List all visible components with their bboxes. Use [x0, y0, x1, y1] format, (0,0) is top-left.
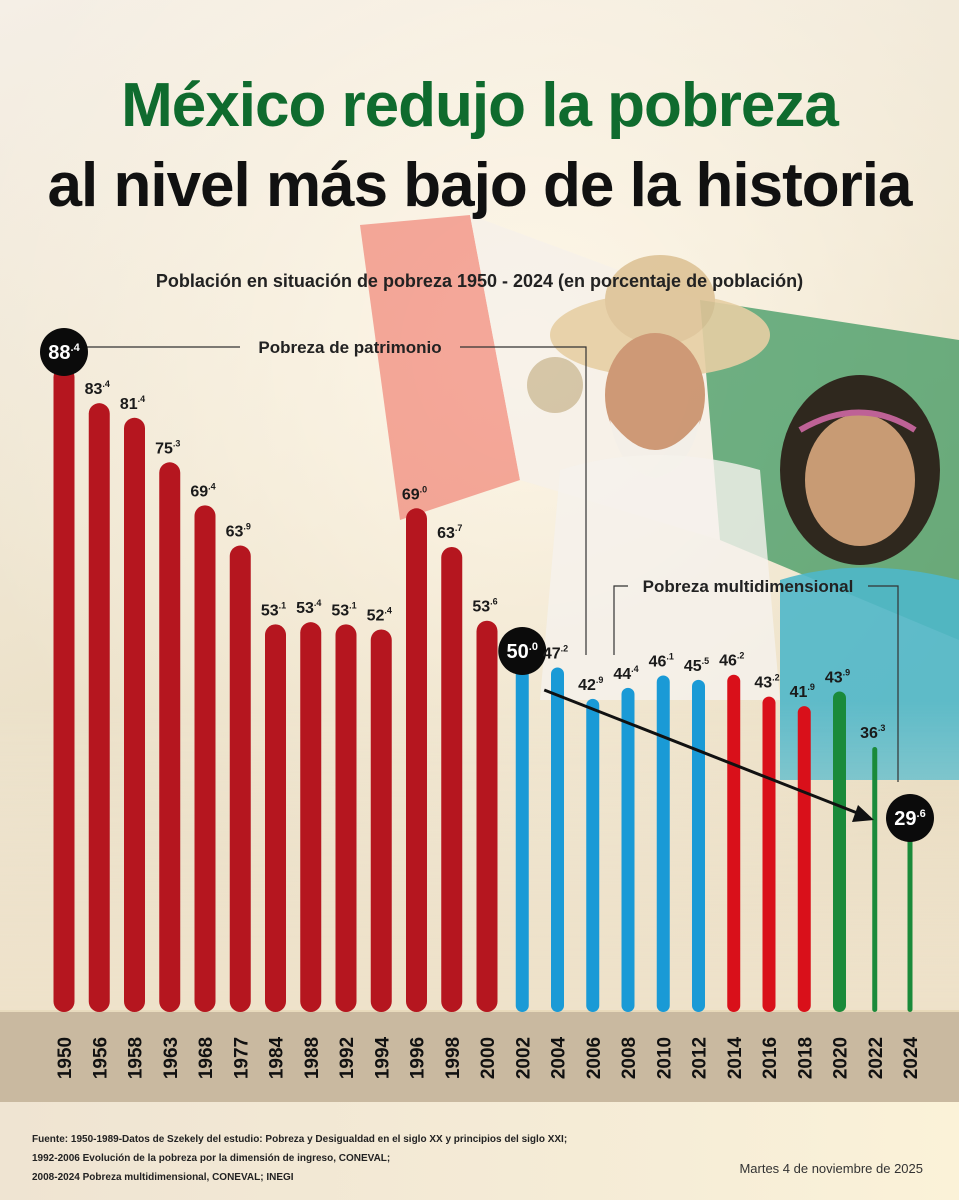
- annotation-patrimonio: Pobreza de patrimonio: [258, 338, 441, 357]
- x-tick-2022: 2022: [866, 1037, 887, 1079]
- bar-2024: [907, 795, 913, 1012]
- value-badge-2002: [498, 627, 547, 675]
- bar-2022: [872, 747, 878, 1012]
- value-label-2020: 43.9: [825, 668, 850, 687]
- bar-2004: [551, 667, 564, 1012]
- x-tick-2016: 2016: [760, 1037, 781, 1079]
- annotation-line-multi-right: [868, 585, 899, 782]
- value-label-2008: 44.4: [613, 664, 638, 683]
- value-label-2000: 53.6: [472, 597, 497, 616]
- source-line-3: 2008-2024 Pobreza multidimensional, CONE…: [32, 1172, 294, 1183]
- x-tick-2002: 2002: [513, 1037, 534, 1079]
- annotation-multidimensional: Pobreza multidimensional: [643, 577, 854, 596]
- x-tick-1994: 1994: [372, 1036, 393, 1079]
- x-tick-1956: 1956: [90, 1037, 111, 1079]
- x-tick-1958: 1958: [126, 1037, 147, 1079]
- value-label-1998: 63.7: [437, 523, 462, 542]
- x-tick-2024: 2024: [901, 1036, 922, 1079]
- x-tick-1996: 1996: [408, 1037, 429, 1079]
- trend-arrow-head: [852, 805, 874, 822]
- value-label-2018: 41.9: [790, 682, 815, 701]
- x-tick-2010: 2010: [654, 1037, 675, 1079]
- value-label-2024: 29.6: [894, 808, 925, 830]
- value-label-2006: 42.9: [578, 675, 603, 694]
- x-tick-1992: 1992: [337, 1037, 358, 1079]
- bar-2018: [797, 706, 811, 1012]
- x-tick-1977: 1977: [231, 1037, 252, 1079]
- value-label-2016: 43.2: [754, 673, 779, 692]
- poverty-bar-chart: Pobreza de patrimonio Pobreza multidimens…: [40, 328, 934, 1079]
- x-tick-1998: 1998: [443, 1037, 464, 1079]
- bar-2008: [621, 687, 635, 1012]
- source-line-2: 1992-2006 Evolución de la pobreza por la…: [32, 1153, 391, 1164]
- bar-1977: [229, 545, 251, 1012]
- source-line-1: Fuente: 1950-1989-Datos de Szekely del e…: [32, 1134, 568, 1145]
- bar-2016: [762, 696, 776, 1012]
- value-label-1977: 63.9: [226, 522, 251, 541]
- bar-2012: [692, 679, 705, 1012]
- annotation-line-multi-left: [613, 585, 628, 655]
- x-tick-2004: 2004: [549, 1036, 570, 1079]
- bar-1994: [370, 629, 392, 1012]
- trend-arrow-line: [543, 688, 871, 820]
- bar-2000: [476, 620, 498, 1012]
- bar-1996: [406, 508, 427, 1012]
- value-label-1994: 52.4: [367, 605, 392, 624]
- value-badge-2024: [886, 794, 934, 842]
- bar-2010: [656, 675, 670, 1012]
- value-label-1984: 53.1: [261, 600, 286, 619]
- bar-2002: [515, 647, 529, 1012]
- bar-1958: [124, 417, 145, 1012]
- value-label-2004: 47.2: [543, 643, 568, 662]
- value-label-1956: 83.4: [85, 379, 110, 398]
- publication-date: Martes 4 de noviembre de 2025: [739, 1161, 923, 1176]
- x-tick-1950: 1950: [55, 1037, 76, 1079]
- annotation-line-patrimonio-right: [460, 346, 587, 655]
- bar-2020: [833, 691, 846, 1012]
- value-label-1968: 69.4: [190, 481, 215, 500]
- bar-1968: [194, 505, 216, 1012]
- x-tick-1988: 1988: [302, 1037, 323, 1079]
- value-label-1958: 81.4: [120, 394, 145, 413]
- x-tick-1963: 1963: [161, 1037, 182, 1079]
- x-axis-band: [0, 1012, 959, 1102]
- x-tick-2006: 2006: [584, 1037, 605, 1079]
- title-line-2: al nivel más bajo de la historia: [47, 151, 913, 220]
- bar-1963: [159, 462, 181, 1012]
- value-label-2022: 36.3: [860, 723, 885, 742]
- bar-2006: [586, 698, 600, 1012]
- value-label-1992: 53.1: [331, 600, 356, 619]
- value-label-1963: 75.3: [155, 438, 180, 457]
- value-label-2002: 50.0: [507, 641, 538, 663]
- sources: Fuente: 1950-1989-Datos de Szekely del e…: [32, 1130, 567, 1187]
- value-label-1996: 69.0: [402, 484, 427, 503]
- x-tick-2000: 2000: [478, 1037, 499, 1079]
- x-tick-2014: 2014: [725, 1036, 746, 1079]
- bar-1950: [53, 366, 75, 1012]
- footer: [0, 1102, 959, 1200]
- bar-1984: [265, 624, 286, 1012]
- bar-1992: [335, 624, 357, 1012]
- x-tick-1968: 1968: [196, 1037, 217, 1079]
- title-line-1: México redujo la pobreza: [121, 71, 839, 140]
- value-label-2014: 46.2: [719, 651, 744, 670]
- x-tick-2020: 2020: [831, 1037, 852, 1079]
- man-illustration: [540, 255, 780, 700]
- bar-1998: [441, 546, 463, 1012]
- x-tick-1984: 1984: [267, 1036, 288, 1079]
- chart-subtitle: Población en situación de pobreza 1950 -…: [155, 271, 804, 291]
- bar-1988: [300, 622, 322, 1012]
- value-label-1988: 53.4: [296, 598, 321, 617]
- x-tick-2012: 2012: [690, 1037, 711, 1079]
- bar-1956: [88, 403, 110, 1012]
- value-badge-1950: [40, 328, 88, 376]
- value-label-1950: 88.4: [48, 342, 80, 364]
- x-tick-2008: 2008: [619, 1037, 640, 1079]
- x-tick-2018: 2018: [795, 1037, 816, 1079]
- value-label-2012: 45.5: [684, 656, 709, 675]
- value-label-2010: 46.1: [649, 651, 674, 670]
- bar-2014: [727, 674, 741, 1012]
